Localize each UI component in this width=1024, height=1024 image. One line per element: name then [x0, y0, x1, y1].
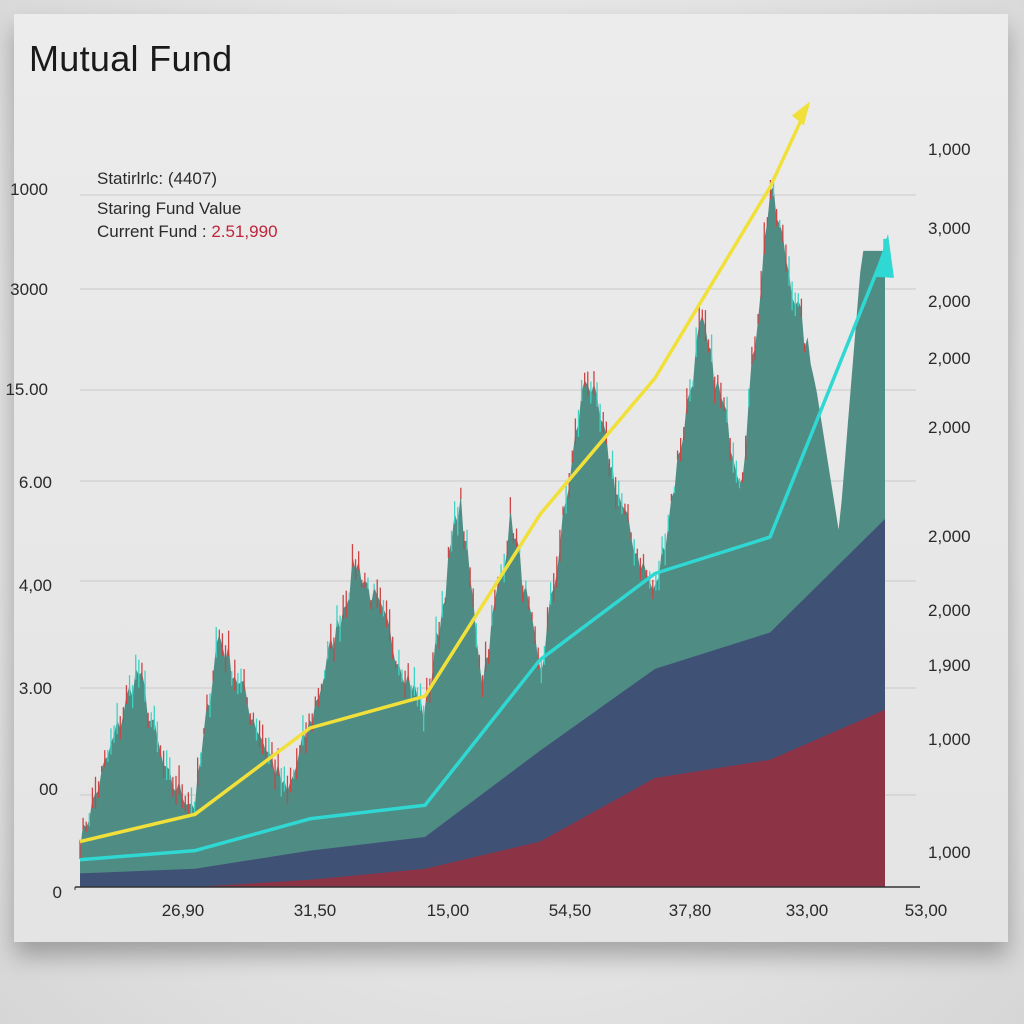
- y-tick-label-left: 4,00: [19, 576, 52, 595]
- area-layer: [80, 186, 885, 887]
- cyan-line: [79, 238, 887, 862]
- y-tick-label-right: 3,000: [928, 219, 971, 238]
- y-tick-label-left: 6.00: [19, 473, 52, 492]
- y-tick-label-right: 1,000: [928, 140, 971, 159]
- cyan-arrowhead: [874, 233, 894, 278]
- x-tick-label: 54,50: [549, 901, 592, 920]
- y-tick-label-left: 3.00: [19, 679, 52, 698]
- info-current-label: Current Fund :: [97, 222, 207, 241]
- y-tick-label-right: 2,000: [928, 527, 971, 546]
- y-tick-label-left: 15.00: [5, 380, 48, 399]
- x-tick-label: 15,00: [427, 901, 470, 920]
- y-tick-label-left: 00: [39, 780, 58, 799]
- x-tick-label: 31,50: [294, 901, 337, 920]
- spike-layer: [79, 175, 806, 859]
- yellow-line: [79, 104, 810, 844]
- line-layer: [79, 101, 894, 862]
- y-tick-label-right: 2,000: [928, 349, 971, 368]
- info-starting-value: Staring Fund Value: [97, 199, 242, 218]
- info-stat: Statirlrlc: (4407): [97, 169, 217, 188]
- y-tick-label-right: 1,000: [928, 730, 971, 749]
- y-tick-label-right: 2,000: [928, 292, 971, 311]
- y-tick-label-right: 1,000: [928, 843, 971, 862]
- y-tick-label-right: 2,000: [928, 601, 971, 620]
- red-area: [80, 709, 885, 887]
- y-tick-label-left: 1000: [10, 180, 48, 199]
- chart-title: Mutual Fund: [29, 38, 233, 79]
- y-tick-label-right: 2,000: [928, 418, 971, 437]
- axis-layer: [74, 886, 920, 890]
- y-tick-label-right: 1,900: [928, 656, 971, 675]
- x-tick-label: 37,80: [669, 901, 712, 920]
- x-tick-label: 33,00: [786, 901, 829, 920]
- x-tick-label: 26,90: [162, 901, 205, 920]
- tick-layer: 26,90 31,50 15,00 54,50 37,80 33,00 53,00 1000 3…: [5, 140, 970, 920]
- info-current-value: 2.51,990: [211, 222, 278, 241]
- x-tick-label: 53,00: [905, 901, 948, 920]
- yellow-arrowhead: [791, 101, 810, 126]
- info-current-fund: Current Fund : 2.51,990: [97, 223, 278, 240]
- y-tick-label-left: 0: [53, 883, 62, 902]
- y-tick-label-left: 3000: [10, 280, 48, 299]
